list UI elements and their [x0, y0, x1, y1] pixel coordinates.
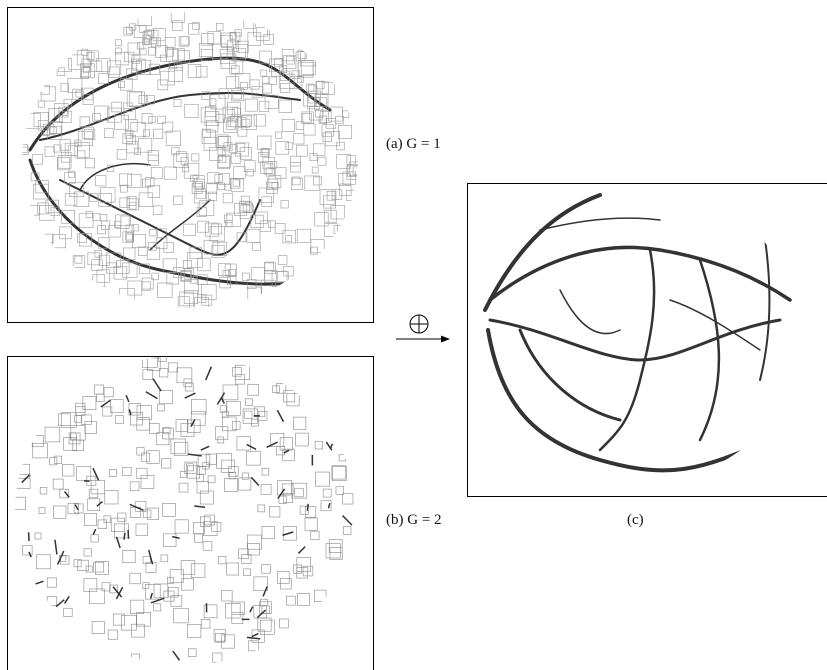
- panel-label: (c): [627, 512, 644, 528]
- panel-b-frame: [8, 357, 374, 670]
- vessel-fragment: [307, 504, 308, 511]
- panel-c-frame: [468, 184, 827, 497]
- panel-label: (b) G = 2: [386, 512, 442, 528]
- vessel-fragment: [128, 530, 129, 539]
- figure: (a) G = 1 (b) G = 2 (c): [0, 0, 827, 670]
- page: (a) G = 1 (b) G = 2 (c) (() => { const d…: [0, 0, 827, 670]
- arrow: [396, 336, 450, 343]
- vessel-fragment: [124, 533, 125, 540]
- panel-label: (a) G = 1: [386, 136, 441, 152]
- oplus-operator: [410, 315, 428, 333]
